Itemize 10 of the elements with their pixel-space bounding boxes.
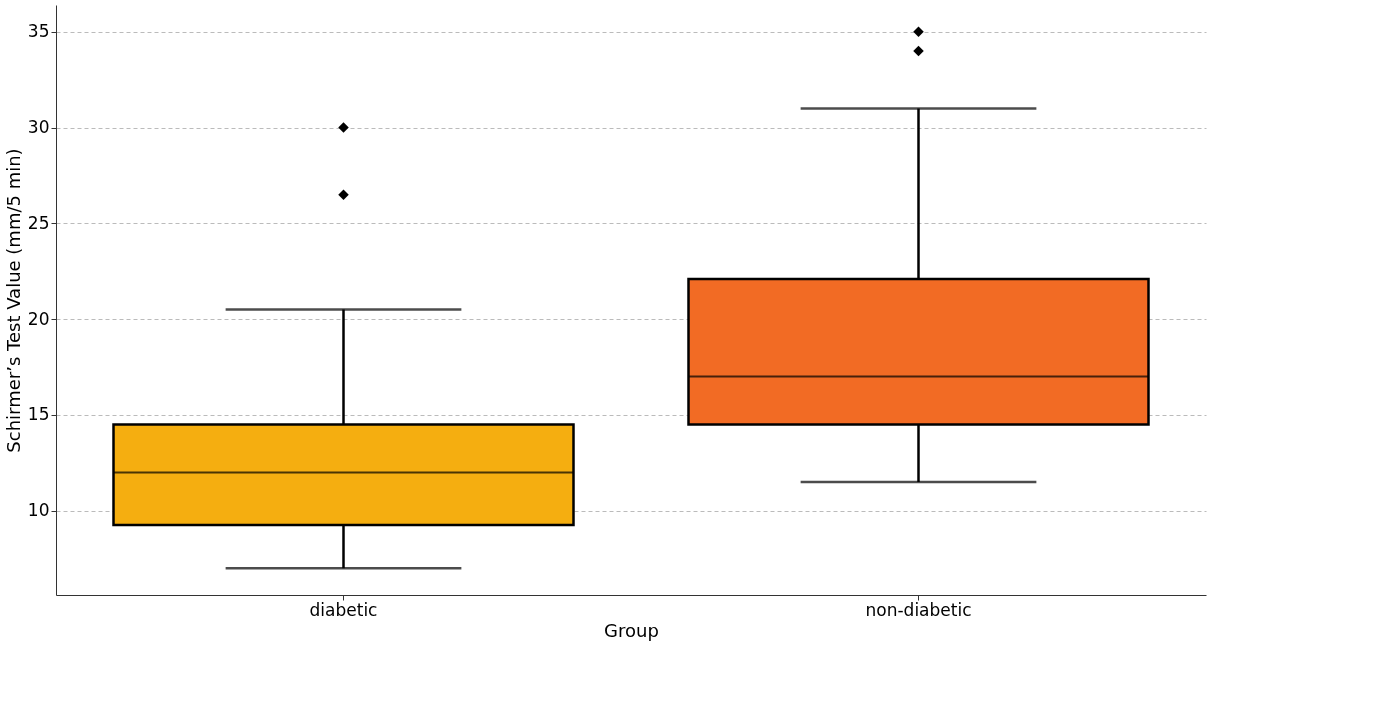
y-tick-label: 25: [27, 212, 50, 233]
y-tick-label: 15: [27, 404, 50, 425]
x-tick-label: diabetic: [309, 599, 378, 620]
x-tick-label: non-diabetic: [865, 599, 972, 620]
y-tick-label: 35: [27, 21, 50, 42]
y-axis-title: Schirmer’s Test Value (mm/5 min): [2, 148, 24, 453]
x-axis-title: Group: [604, 619, 659, 641]
y-tick-label: 10: [27, 500, 50, 521]
y-tick-label: 20: [27, 308, 50, 329]
y-tick-label: 30: [27, 117, 50, 138]
